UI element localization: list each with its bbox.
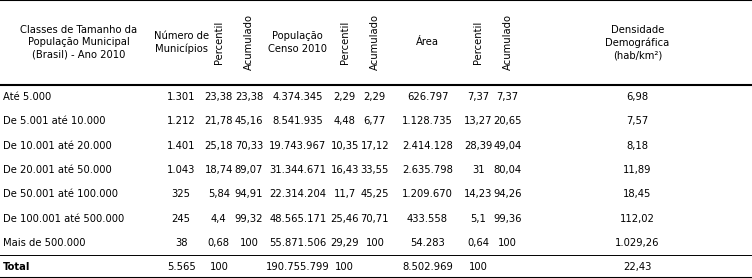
- Text: Mais de 500.000: Mais de 500.000: [3, 238, 86, 248]
- Text: 16,43: 16,43: [331, 165, 359, 175]
- Text: 100: 100: [498, 238, 517, 248]
- Text: 1.128.735: 1.128.735: [402, 116, 453, 126]
- Text: 18,74: 18,74: [205, 165, 233, 175]
- Text: 325: 325: [171, 189, 191, 199]
- Text: 25,46: 25,46: [331, 214, 359, 224]
- Text: Percentil: Percentil: [214, 21, 224, 64]
- Text: 13,27: 13,27: [464, 116, 493, 126]
- Text: 1.043: 1.043: [167, 165, 196, 175]
- Text: 22,43: 22,43: [623, 262, 651, 272]
- Text: 7,37: 7,37: [496, 92, 519, 102]
- Text: 1.212: 1.212: [167, 116, 196, 126]
- Text: Número de
Municípios: Número de Municípios: [153, 31, 209, 54]
- Text: 5.565: 5.565: [167, 262, 196, 272]
- Text: Acumulado: Acumulado: [244, 14, 254, 70]
- Text: 45,16: 45,16: [235, 116, 263, 126]
- Text: 80,04: 80,04: [493, 165, 522, 175]
- Text: 1.301: 1.301: [167, 92, 196, 102]
- Text: 1.029,26: 1.029,26: [615, 238, 660, 248]
- Text: 100: 100: [365, 238, 384, 248]
- Text: 23,38: 23,38: [235, 92, 263, 102]
- Text: 28,39: 28,39: [464, 141, 493, 151]
- Text: 14,23: 14,23: [464, 189, 493, 199]
- Text: Percentil: Percentil: [340, 21, 350, 64]
- Text: 2.414.128: 2.414.128: [402, 141, 453, 151]
- Text: Acumulado: Acumulado: [370, 14, 380, 70]
- Text: 6,77: 6,77: [364, 116, 386, 126]
- Text: 94,26: 94,26: [493, 189, 522, 199]
- Text: 2,29: 2,29: [334, 92, 356, 102]
- Text: 89,07: 89,07: [235, 165, 263, 175]
- Text: 100: 100: [209, 262, 229, 272]
- Text: 55.871.506: 55.871.506: [269, 238, 326, 248]
- Text: Total: Total: [3, 262, 30, 272]
- Text: 1.209.670: 1.209.670: [402, 189, 453, 199]
- Text: 49,04: 49,04: [493, 141, 522, 151]
- Text: 100: 100: [239, 238, 259, 248]
- Text: 25,18: 25,18: [205, 141, 233, 151]
- Text: 31.344.671: 31.344.671: [269, 165, 326, 175]
- Text: 433.558: 433.558: [407, 214, 448, 224]
- Text: 22.314.204: 22.314.204: [269, 189, 326, 199]
- Text: 7,37: 7,37: [467, 92, 490, 102]
- Text: De 100.001 até 500.000: De 100.001 até 500.000: [3, 214, 124, 224]
- Text: 4,48: 4,48: [334, 116, 356, 126]
- Text: 19.743.967: 19.743.967: [269, 141, 326, 151]
- Text: 33,55: 33,55: [361, 165, 389, 175]
- Text: De 50.001 até 100.000: De 50.001 até 100.000: [3, 189, 118, 199]
- Text: 6,98: 6,98: [626, 92, 648, 102]
- Text: De 5.001 até 10.000: De 5.001 até 10.000: [3, 116, 105, 126]
- Text: 4,4: 4,4: [211, 214, 226, 224]
- Text: 38: 38: [175, 238, 187, 248]
- Text: 7,57: 7,57: [626, 116, 648, 126]
- Text: 45,25: 45,25: [361, 189, 389, 199]
- Text: 626.797: 626.797: [407, 92, 448, 102]
- Text: 54.283: 54.283: [410, 238, 445, 248]
- Text: 10,35: 10,35: [331, 141, 359, 151]
- Text: 2.635.798: 2.635.798: [402, 165, 453, 175]
- Text: Classes de Tamanho da
População Municipal
(Brasil) - Ano 2010: Classes de Tamanho da População Municipa…: [20, 25, 138, 60]
- Text: 11,89: 11,89: [623, 165, 651, 175]
- Text: 100: 100: [335, 262, 354, 272]
- Text: 20,65: 20,65: [493, 116, 522, 126]
- Text: 112,02: 112,02: [620, 214, 655, 224]
- Text: De 20.001 até 50.000: De 20.001 até 50.000: [3, 165, 112, 175]
- Text: 4.374.345: 4.374.345: [272, 92, 323, 102]
- Text: 8.502.969: 8.502.969: [402, 262, 453, 272]
- Text: 190.755.799: 190.755.799: [266, 262, 329, 272]
- Text: 11,7: 11,7: [334, 189, 356, 199]
- Text: 1.401: 1.401: [167, 141, 196, 151]
- Text: Percentil: Percentil: [473, 21, 484, 64]
- Text: 0,64: 0,64: [467, 238, 490, 248]
- Text: 48.565.171: 48.565.171: [269, 214, 326, 224]
- Text: 99,36: 99,36: [493, 214, 522, 224]
- Text: 100: 100: [468, 262, 488, 272]
- Text: 18,45: 18,45: [623, 189, 651, 199]
- Text: 23,38: 23,38: [205, 92, 233, 102]
- Text: 5,84: 5,84: [208, 189, 230, 199]
- Text: 2,29: 2,29: [364, 92, 386, 102]
- Text: 21,78: 21,78: [205, 116, 233, 126]
- Text: 99,32: 99,32: [235, 214, 263, 224]
- Text: 70,71: 70,71: [361, 214, 389, 224]
- Text: De 10.001 até 20.000: De 10.001 até 20.000: [3, 141, 112, 151]
- Text: 17,12: 17,12: [360, 141, 390, 151]
- Text: 8.541.935: 8.541.935: [272, 116, 323, 126]
- Text: 70,33: 70,33: [235, 141, 263, 151]
- Text: Área: Área: [416, 38, 439, 47]
- Text: Acumulado: Acumulado: [502, 14, 513, 70]
- Text: 245: 245: [171, 214, 191, 224]
- Text: 0,68: 0,68: [208, 238, 230, 248]
- Text: Até 5.000: Até 5.000: [3, 92, 51, 102]
- Text: 29,29: 29,29: [330, 238, 359, 248]
- Text: População
Censo 2010: População Censo 2010: [268, 31, 327, 54]
- Text: 31: 31: [472, 165, 484, 175]
- Text: 5,1: 5,1: [470, 214, 487, 224]
- Text: 8,18: 8,18: [626, 141, 648, 151]
- Text: 94,91: 94,91: [235, 189, 263, 199]
- Text: Densidade
Demográfica
(hab/km²): Densidade Demográfica (hab/km²): [605, 25, 669, 60]
